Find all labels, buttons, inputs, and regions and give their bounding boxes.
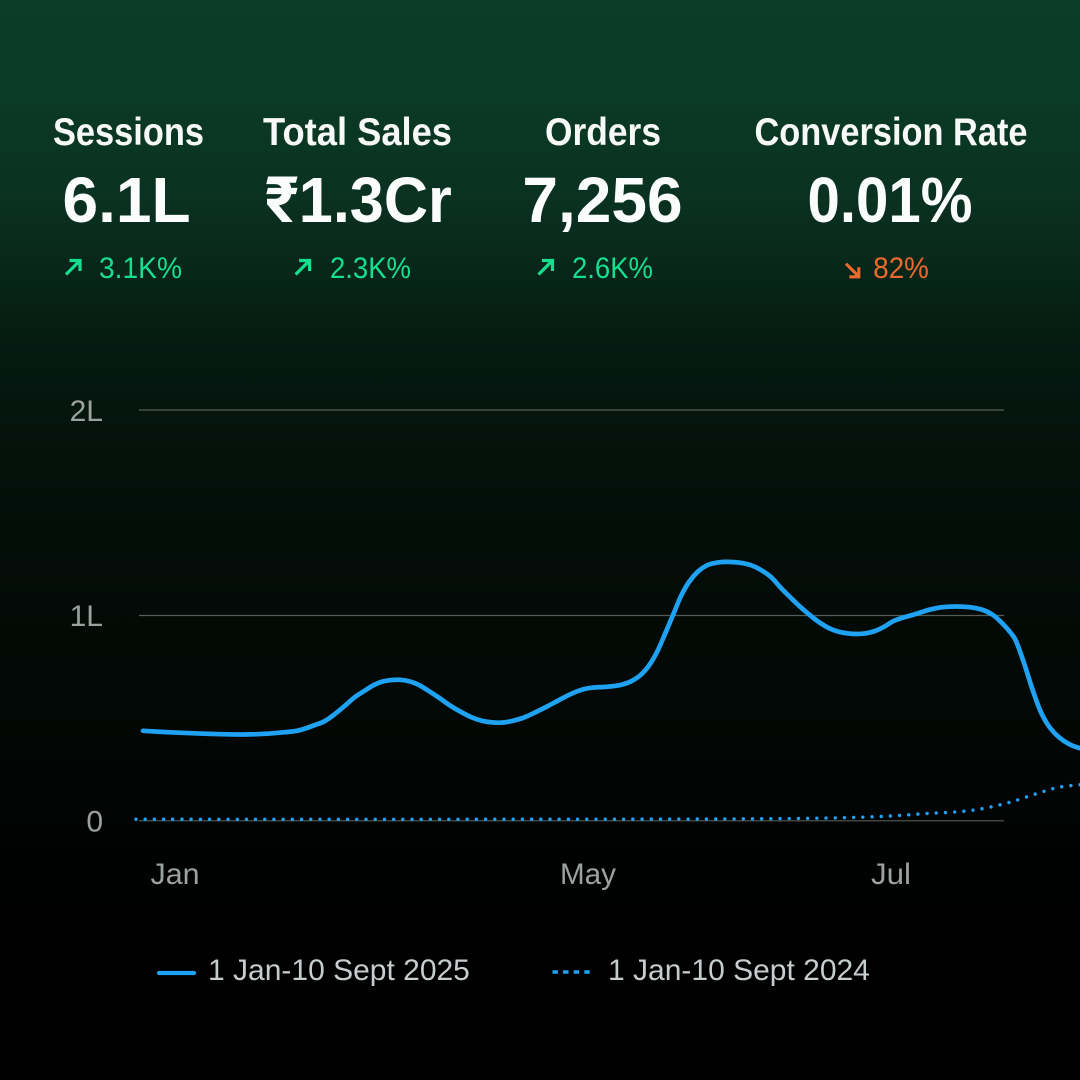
svg-text:82%: 82% bbox=[873, 252, 929, 285]
svg-text:Orders: Orders bbox=[545, 111, 661, 154]
svg-text:Sessions: Sessions bbox=[53, 111, 204, 154]
svg-text:Jan: Jan bbox=[151, 858, 200, 891]
svg-text:Total Sales: Total Sales bbox=[263, 111, 452, 154]
svg-text:Jul: Jul bbox=[871, 858, 911, 891]
svg-text:7,256: 7,256 bbox=[522, 164, 682, 236]
svg-text:3.1K%: 3.1K% bbox=[99, 252, 182, 285]
svg-text:May: May bbox=[560, 858, 616, 891]
svg-text:0: 0 bbox=[86, 806, 103, 839]
svg-text:2.3K%: 2.3K% bbox=[330, 252, 411, 285]
svg-text:1 Jan-10 Sept 2025: 1 Jan-10 Sept 2025 bbox=[208, 954, 470, 987]
svg-text:1 Jan-10 Sept 2024: 1 Jan-10 Sept 2024 bbox=[608, 954, 870, 987]
svg-text:Conversion Rate: Conversion Rate bbox=[755, 111, 1028, 154]
svg-text:6.1L: 6.1L bbox=[62, 164, 190, 236]
svg-text:2.6K%: 2.6K% bbox=[572, 252, 653, 285]
svg-text:0.01%: 0.01% bbox=[808, 164, 973, 236]
svg-text:1.3Cr: 1.3Cr bbox=[299, 164, 452, 236]
svg-text:2L: 2L bbox=[70, 395, 103, 428]
svg-text:1L: 1L bbox=[70, 600, 103, 633]
